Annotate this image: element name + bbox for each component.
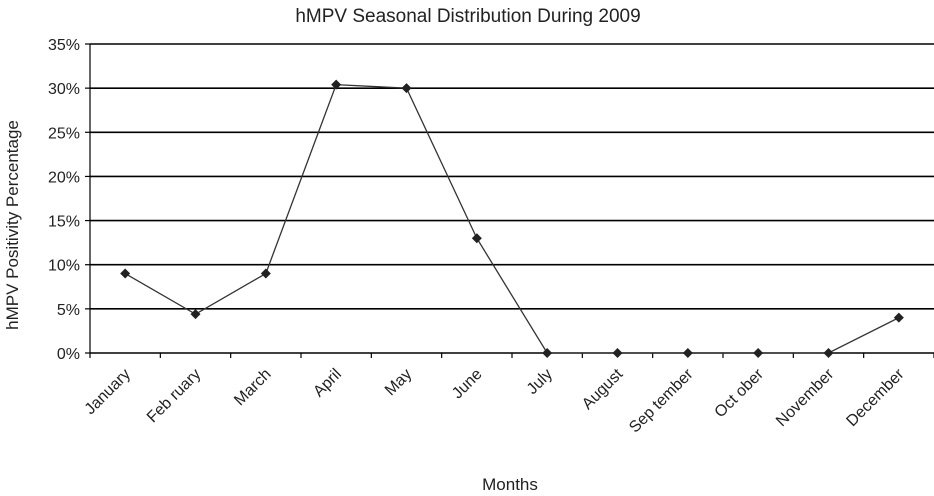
data-point-marker — [612, 348, 623, 358]
x-tick-label: June — [449, 366, 486, 403]
y-tick-label: 20% — [48, 169, 80, 186]
y-tick-label: 0% — [57, 346, 80, 363]
x-tick-label: January — [82, 366, 134, 418]
y-tick-label: 25% — [48, 125, 80, 142]
data-point-marker — [682, 348, 693, 358]
series-line — [124, 83, 900, 354]
y-tick-label: 5% — [57, 302, 80, 319]
data-point-marker — [331, 79, 342, 90]
data-point-marker — [542, 348, 553, 358]
data-point-marker — [471, 233, 482, 244]
y-tick-labels: 0% 5% 10% 15% 20% 25% 30% 35% — [48, 37, 80, 363]
data-point-marker — [893, 312, 904, 323]
data-point-marker — [260, 268, 271, 279]
x-tick-labels: January Feb ruary March April May June July Aug… — [82, 365, 908, 436]
y-tick-label: 35% — [48, 37, 80, 54]
y-tick-label: 30% — [48, 81, 80, 98]
x-tick-label: May — [382, 366, 415, 399]
x-tick-label: Oct ober — [712, 365, 768, 421]
x-tick-label: July — [524, 366, 556, 398]
x-tick-label: August — [579, 365, 627, 413]
x-tick-label: April — [310, 366, 345, 401]
y-tick-label: 15% — [48, 214, 80, 231]
x-tick-label: December — [843, 365, 908, 430]
data-point-marker — [753, 348, 764, 358]
x-tick-label: March — [231, 366, 274, 409]
data-point-marker — [401, 83, 412, 94]
chart-title: hMPV Seasonal Distribution During 2009 — [295, 6, 640, 27]
data-point-marker — [120, 268, 131, 279]
x-axis-label: Months — [482, 475, 538, 494]
grid-lines — [85, 43, 934, 358]
y-axis-label: hMPV Positivity Percentage — [3, 120, 22, 330]
x-tick-label: November — [773, 365, 838, 430]
y-tick-label: 10% — [48, 258, 80, 275]
x-tick-label: Sep tember — [626, 365, 697, 436]
x-tick-label: Feb ruary — [144, 366, 204, 426]
data-point-marker — [823, 348, 834, 358]
data-point-marker — [190, 309, 201, 320]
series-layer — [120, 79, 904, 358]
